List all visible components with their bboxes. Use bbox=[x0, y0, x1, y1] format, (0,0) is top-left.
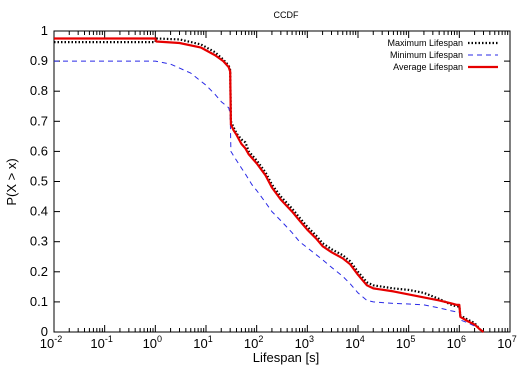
y-tick-label: 0.8 bbox=[30, 83, 48, 98]
y-tick-label: 0.6 bbox=[30, 143, 48, 158]
x-tick-label: 103 bbox=[295, 334, 314, 351]
y-tick-label: 0.3 bbox=[30, 234, 48, 249]
x-tick-exponent: -2 bbox=[54, 334, 62, 344]
x-tick-exponent: 3 bbox=[309, 334, 314, 344]
x-tick-exponent: 5 bbox=[410, 334, 415, 344]
x-tick-exponent: 0 bbox=[157, 334, 162, 344]
x-tick-mantissa: 10 bbox=[143, 336, 157, 351]
series-line-minimum-lifespan bbox=[54, 60, 484, 333]
x-tick-mantissa: 10 bbox=[447, 336, 461, 351]
x-tick-label: 102 bbox=[244, 334, 263, 351]
x-tick-label: 106 bbox=[447, 334, 466, 351]
x-tick-exponent: 6 bbox=[461, 334, 466, 344]
y-tick-label: 0.1 bbox=[30, 294, 48, 309]
y-tick-label: 0 bbox=[41, 324, 48, 339]
x-tick-mantissa: 10 bbox=[295, 336, 309, 351]
x-tick-mantissa: 10 bbox=[396, 336, 410, 351]
legend-label: Maximum Lifespan bbox=[387, 38, 463, 48]
x-tick-label: 100 bbox=[143, 334, 162, 351]
x-tick-mantissa: 10 bbox=[90, 336, 104, 351]
legend-label: Minimum Lifespan bbox=[390, 50, 463, 60]
y-tick-label: 0.2 bbox=[30, 264, 48, 279]
x-tick-label: 105 bbox=[396, 334, 415, 351]
y-tick-label: 0.9 bbox=[30, 53, 48, 68]
plot-frame bbox=[53, 30, 511, 333]
legend-label: Average Lifespan bbox=[393, 62, 463, 72]
x-axis-title: Lifespan [s] bbox=[253, 350, 320, 365]
x-tick-mantissa: 10 bbox=[497, 336, 511, 351]
y-axis-title: P(X > x) bbox=[4, 158, 19, 205]
x-tick-exponent: 7 bbox=[512, 334, 517, 344]
series-line-average-lifespan bbox=[54, 37, 485, 333]
legend: Maximum Lifespan Minimum Lifespan Average … bbox=[387, 38, 498, 72]
chart-title: CCDF bbox=[274, 10, 299, 20]
x-tick-mantissa: 10 bbox=[193, 336, 207, 351]
x-tick-label: 104 bbox=[345, 334, 364, 351]
y-tick-label: 0.4 bbox=[30, 204, 48, 219]
x-tick-label: 10-1 bbox=[90, 334, 112, 351]
y-tick-label: 0.5 bbox=[30, 174, 48, 189]
x-tick-label: 10-2 bbox=[40, 334, 62, 351]
x-tick-mantissa: 10 bbox=[40, 336, 54, 351]
x-tick-exponent: 1 bbox=[208, 334, 213, 344]
x-tick-exponent: 4 bbox=[360, 334, 365, 344]
series-line-maximum-lifespan bbox=[54, 37, 485, 333]
x-tick-mantissa: 10 bbox=[244, 336, 258, 351]
x-tick-label: 107 bbox=[497, 334, 516, 351]
x-tick-exponent: 2 bbox=[258, 334, 263, 344]
y-tick-label: 1 bbox=[41, 23, 48, 38]
x-tick-exponent: -1 bbox=[105, 334, 113, 344]
y-tick-label: 0.7 bbox=[30, 113, 48, 128]
x-tick-mantissa: 10 bbox=[345, 336, 359, 351]
x-tick-label: 101 bbox=[193, 334, 212, 351]
